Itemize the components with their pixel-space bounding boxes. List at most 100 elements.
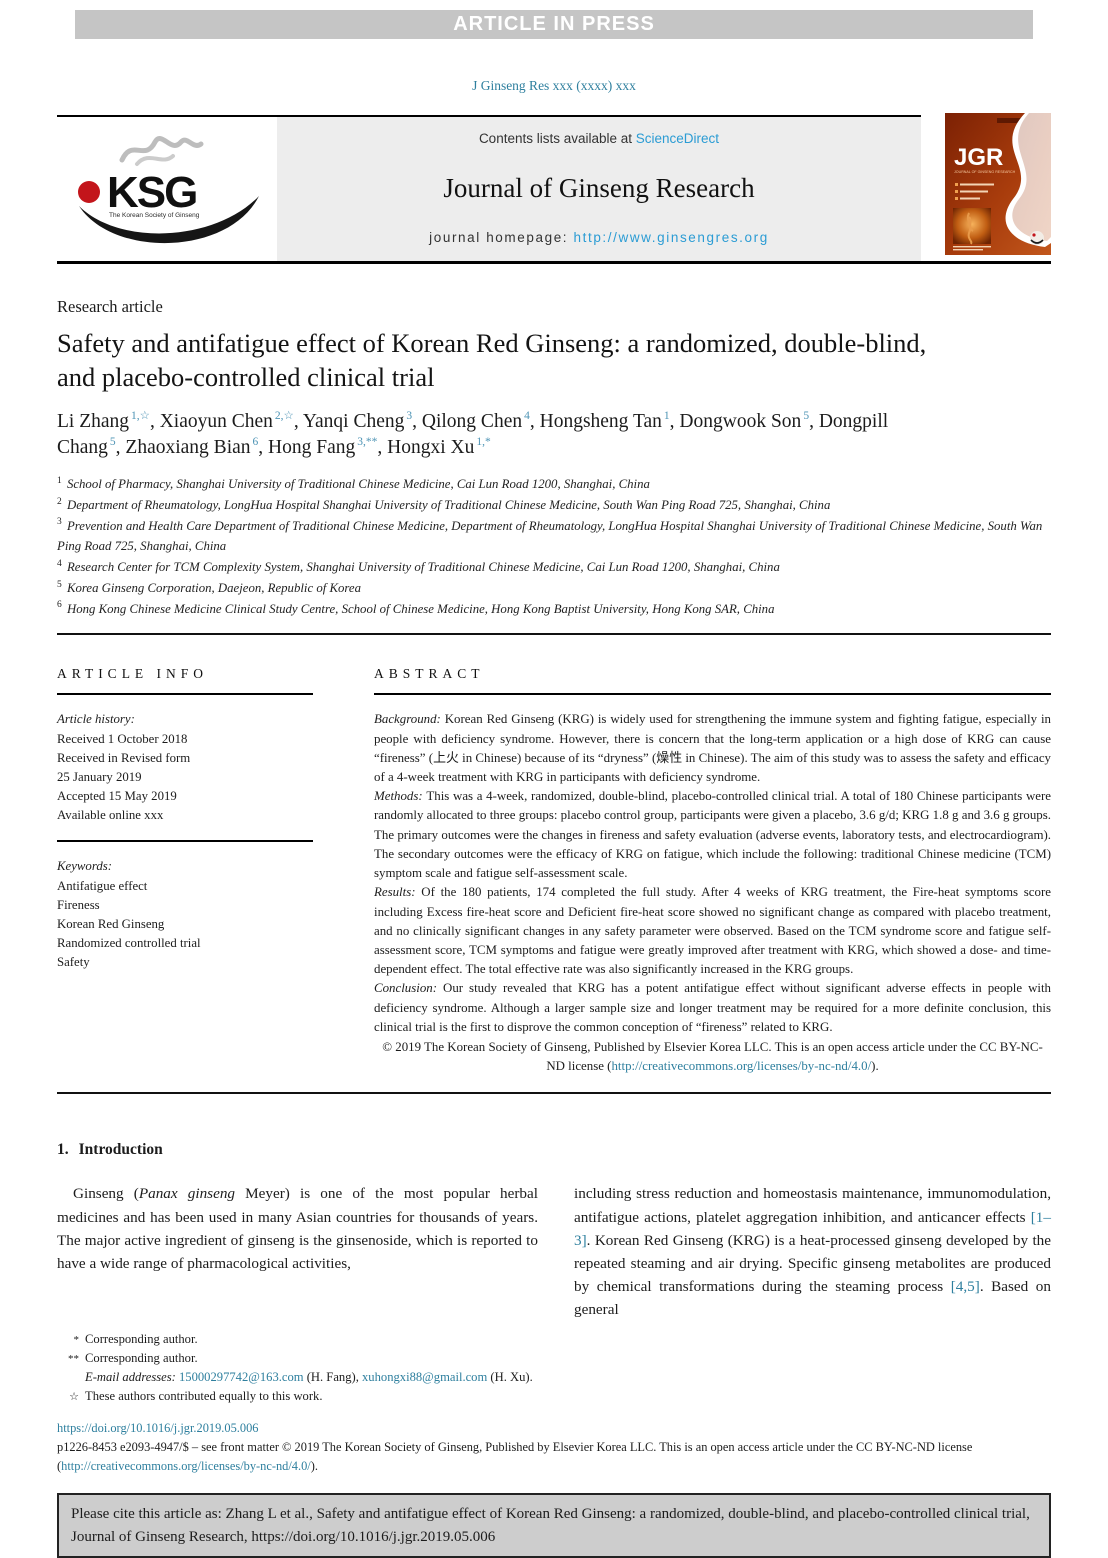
author: Hongxi Xu 1,* [387, 436, 491, 458]
text-line: 25 January 2019 [57, 769, 142, 784]
footnote-row: ☆ These authors contributed equally to th… [57, 1387, 737, 1406]
article-type-label: Research article [57, 297, 163, 316]
info-abstract-section: ARTICLE INFO Article history: Received 1… [57, 635, 1051, 1076]
cover-acronym: JGR [954, 144, 1003, 171]
divider-rule-bottom [57, 1092, 1051, 1095]
text-line: Received 1 October 2018 [57, 731, 188, 746]
intro-right-column: including stress reduction and homeostas… [574, 1182, 1051, 1321]
author: Dongpill Chang 5, [57, 410, 889, 458]
introduction-heading: 1. Introduction [57, 1141, 1051, 1159]
keywords-block: Keywords: Antifatigue effect Fireness Kore… [57, 857, 313, 972]
link[interactable]: [1–3] [574, 1208, 1051, 1249]
text-segment: (H. Xu). [487, 1370, 533, 1385]
author: Qilong Chen 4, [421, 410, 540, 432]
homepage-link[interactable]: http://www.ginsengres.org [573, 230, 769, 245]
article-title: Safety and antifatigue effect of Korean … [57, 328, 927, 392]
abstract-paragraph: Background: Korean Red Ginseng (KRG) is … [374, 712, 1051, 784]
text-segment: Corresponding author. [85, 1351, 198, 1366]
text-line: Available online xxx [57, 808, 164, 823]
author: Hong Fang 3,**, [268, 436, 388, 458]
text-segment: © 2019 The Korean Society of Ginseng, Pu… [382, 1040, 1043, 1074]
abstract-body: Background: Korean Red Ginseng (KRG) is … [374, 710, 1051, 1037]
sciencedirect-link[interactable]: ScienceDirect [635, 131, 720, 146]
affiliation: 3 Prevention and Health Care Department … [57, 517, 1043, 554]
author: Zhaoxiang Bian 6, [125, 436, 269, 458]
intro-paragraph-left: Ginseng (Panax ginseng Meyer) is one of … [57, 1182, 538, 1274]
ksg-logo-image: KSG The Korean Society of Ginseng [78, 136, 259, 244]
text-segment: . Based on general [574, 1277, 1051, 1318]
link[interactable]: [4,5] [950, 1277, 980, 1295]
header-bottom-rule [57, 261, 1051, 264]
ksg-logo: KSG The Korean Society of Ginseng [57, 117, 277, 261]
logo-subtitle: The Korean Society of Ginseng [109, 212, 200, 219]
article-info-column: ARTICLE INFO Article history: Received 1… [57, 666, 313, 1076]
link[interactable]: http://creativecommons.org/licenses/by-n… [61, 1458, 311, 1473]
footnote-row: ** Corresponding author. [57, 1349, 737, 1368]
affiliation: 1 School of Pharmacy, Shanghai Universit… [57, 476, 650, 492]
footnote-marker [57, 1368, 79, 1387]
text-line: Received in Revised form [57, 750, 191, 765]
intro-paragraph-right: including stress reduction and homeostas… [574, 1182, 1051, 1321]
article-info-rule [57, 693, 313, 696]
text-line: Korean Red Ginseng [57, 917, 165, 931]
front-matter: p1226-8453 e2093-4947/$ – see front matt… [57, 1438, 1051, 1476]
footnote-text: Corresponding author. [85, 1349, 737, 1368]
text-line: Accepted 15 May 2019 [57, 789, 177, 804]
affiliation: 2 Department of Rheumatology, LongHua Ho… [57, 496, 831, 512]
logo-swoosh [79, 196, 259, 244]
link[interactable]: 15000297742@163.com [178, 1370, 304, 1385]
affiliation: 6 Hong Kong Chinese Medicine Clinical St… [57, 600, 775, 616]
history-lines: Received 1 October 2018 Received in Revis… [57, 730, 313, 826]
journal-header: KSG The Korean Society of Ginseng Conten… [57, 113, 1051, 264]
footnote-marker: * [73, 1334, 80, 1347]
text-segment: Corresponding author. [85, 1332, 198, 1347]
text-line: Antifatigue effect [57, 878, 148, 893]
footnotes: * Corresponding author. ** Corresponding au… [57, 1330, 737, 1407]
affiliation: 4 Research Center for TCM Complexity Sys… [57, 558, 780, 575]
text-segment: Ginseng ( [73, 1185, 139, 1203]
affiliation: 5 Korea Ginseng Corporation, Daejeon, Re… [57, 579, 362, 595]
link[interactable]: http://creativecommons.org/licenses/by-n… [611, 1059, 872, 1074]
footnote-marker: ☆ [69, 1391, 79, 1404]
abstract-paragraph: Methods: This was a 4-week, randomized, … [374, 789, 1051, 881]
doi-link[interactable]: https://doi.org/10.1016/j.jgr.2019.05.00… [57, 1420, 259, 1435]
history-label: Article history: [57, 712, 135, 727]
text-segment: E-mail addresses: [85, 1370, 179, 1385]
article-in-press-banner: ARTICLE IN PRESS [75, 10, 1033, 39]
divider-rule [57, 633, 1051, 636]
article-history: Article history: Received 1 October 2018… [57, 710, 313, 825]
abstract-paragraph: Results: Of the 180 patients, 174 comple… [374, 885, 1051, 977]
footnote-marker: ** [68, 1353, 79, 1366]
text-line: Safety [57, 955, 90, 970]
text-segment: . Korean Red Ginseng (KRG) is a heat-pro… [574, 1231, 1051, 1295]
homepage-line: journal homepage: http://www.ginsengres.… [285, 230, 913, 245]
contents-prefix: Contents lists available at [478, 131, 636, 146]
text-line: Randomized controlled trial [57, 936, 201, 951]
affiliation-list: 1 School of Pharmacy, Shanghai Universit… [57, 474, 1051, 619]
link[interactable]: xuhongxi88@gmail.com [362, 1370, 488, 1385]
footnote-row: * Corresponding author. [57, 1330, 737, 1349]
abstract-copyright: © 2019 The Korean Society of Ginseng, Pu… [374, 1038, 1051, 1076]
author: Yanqi Cheng 3, [302, 410, 422, 432]
text-segment: These authors contributed equally to thi… [85, 1389, 323, 1404]
text-segment: Meyer) is one of the most popular herbal… [57, 1185, 538, 1272]
author-list: Li Zhang 1,☆, Xiaoyun Chen 2,☆, Yanqi Chen… [57, 409, 937, 460]
section-number: 1. [57, 1141, 69, 1159]
author: Dongwook Son 5, [679, 410, 819, 432]
footnote-text: These authors contributed equally to thi… [85, 1387, 737, 1406]
footnote-row: E-mail addresses: 15000297742@163.com (H… [57, 1368, 737, 1387]
abstract-paragraph: Conclusion: Our study revealed that KRG … [374, 981, 1051, 1034]
citation-notice-text: Please cite this article as: Zhang L et … [71, 1506, 1030, 1545]
text-segment: ). [871, 1059, 879, 1074]
text-segment: Panax ginseng [138, 1185, 236, 1203]
citation-notice-box: Please cite this article as: Zhang L et … [57, 1493, 1051, 1558]
journal-title: Journal of Ginseng Research [443, 172, 755, 203]
jgr-cover-image: JGR JOURNAL OF GINSENG RESEARCH [945, 113, 1051, 255]
author: Li Zhang 1,☆, [57, 410, 160, 432]
author: Hongsheng Tan 1, [539, 410, 680, 432]
text-segment: p1226-8453 e2093-4947/$ – see front matt… [57, 1439, 973, 1473]
header-main: KSG The Korean Society of Ginseng Conten… [57, 115, 921, 261]
journal-reference[interactable]: J Ginseng Res xxx (xxxx) xxx [472, 78, 636, 93]
article-info-heading: ARTICLE INFO [57, 666, 209, 682]
cover-subtitle: JOURNAL OF GINSENG RESEARCH [954, 170, 1016, 174]
